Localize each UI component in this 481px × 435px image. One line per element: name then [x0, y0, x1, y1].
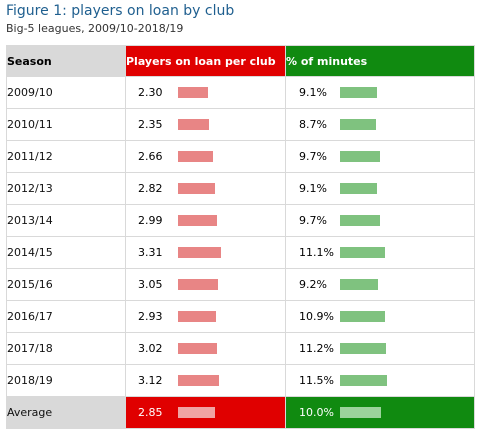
minutes-cell: 9.2%	[285, 268, 475, 301]
table-row: 2009/10 2.30 9.1%	[6, 76, 475, 109]
season-cell: 2010/11	[6, 108, 126, 141]
minutes-cell: 10.0%	[285, 396, 475, 429]
minutes-bar	[340, 343, 386, 354]
loan-cell: 3.02	[125, 332, 286, 365]
minutes-bar	[340, 407, 381, 418]
season-cell: 2014/15	[6, 236, 126, 269]
minutes-value: 11.1%	[299, 246, 334, 259]
minutes-value: 9.1%	[299, 182, 327, 195]
minutes-cell: 11.1%	[285, 236, 475, 269]
loan-cell: 2.99	[125, 204, 286, 237]
minutes-value: 10.0%	[299, 406, 334, 419]
loan-value: 2.30	[138, 86, 163, 99]
season-cell: 2011/12	[6, 140, 126, 173]
header-season: Season	[6, 45, 126, 77]
minutes-bar	[340, 279, 378, 290]
loan-bar	[178, 119, 209, 130]
minutes-cell: 9.1%	[285, 76, 475, 109]
loan-bar	[178, 375, 219, 386]
minutes-value: 9.2%	[299, 278, 327, 291]
header-row: Season Players on loan per club % of min…	[6, 45, 475, 77]
minutes-value: 11.5%	[299, 374, 334, 387]
loan-value: 3.31	[138, 246, 163, 259]
minutes-bar	[340, 311, 385, 322]
season-cell: 2018/19	[6, 364, 126, 397]
loan-value: 2.35	[138, 118, 163, 131]
loan-cell: 2.82	[125, 172, 286, 205]
minutes-value: 9.7%	[299, 214, 327, 227]
table-row: 2018/19 3.12 11.5%	[6, 364, 475, 397]
loan-bar	[178, 343, 217, 354]
season-cell: 2017/18	[6, 332, 126, 365]
table-row: 2014/15 3.31 11.1%	[6, 236, 475, 269]
minutes-value: 9.1%	[299, 86, 327, 99]
table-row: 2016/17 2.93 10.9%	[6, 300, 475, 333]
minutes-bar	[340, 375, 387, 386]
loan-bar	[178, 407, 215, 418]
table-row: 2013/14 2.99 9.7%	[6, 204, 475, 237]
loan-cell: 2.93	[125, 300, 286, 333]
table-row: 2015/16 3.05 9.2%	[6, 268, 475, 301]
loan-cell: 2.30	[125, 76, 286, 109]
loan-value: 2.99	[138, 214, 163, 227]
chart-title: Figure 1: players on loan by club	[6, 3, 235, 19]
loan-bar	[178, 183, 215, 194]
season-cell: 2012/13	[6, 172, 126, 205]
loan-bar	[178, 247, 221, 258]
loan-value: 2.93	[138, 310, 163, 323]
loan-table: Season Players on loan per club % of min…	[6, 45, 475, 429]
season-cell: 2009/10	[6, 76, 126, 109]
minutes-cell: 11.5%	[285, 364, 475, 397]
loan-cell: 3.12	[125, 364, 286, 397]
loan-bar	[178, 151, 213, 162]
loan-value: 3.05	[138, 278, 163, 291]
loan-cell: 3.31	[125, 236, 286, 269]
minutes-cell: 9.1%	[285, 172, 475, 205]
table-row: 2011/12 2.66 9.7%	[6, 140, 475, 173]
loan-value: 3.12	[138, 374, 163, 387]
average-row: Average 2.85 10.0%	[6, 396, 475, 429]
minutes-cell: 9.7%	[285, 204, 475, 237]
season-cell: 2016/17	[6, 300, 126, 333]
minutes-cell: 8.7%	[285, 108, 475, 141]
table-row: 2017/18 3.02 11.2%	[6, 332, 475, 365]
loan-value: 2.82	[138, 182, 163, 195]
loan-bar	[178, 279, 218, 290]
season-cell: 2013/14	[6, 204, 126, 237]
loan-bar	[178, 311, 216, 322]
season-cell: 2015/16	[6, 268, 126, 301]
minutes-cell: 9.7%	[285, 140, 475, 173]
header-percent-minutes: % of minutes	[285, 45, 475, 77]
minutes-value: 8.7%	[299, 118, 327, 131]
minutes-bar	[340, 183, 377, 194]
loan-cell: 2.85	[125, 396, 286, 429]
loan-cell: 2.35	[125, 108, 286, 141]
header-players-on-loan: Players on loan per club	[125, 45, 286, 77]
loan-value: 2.66	[138, 150, 163, 163]
minutes-value: 11.2%	[299, 342, 334, 355]
minutes-bar	[340, 215, 380, 226]
minutes-cell: 10.9%	[285, 300, 475, 333]
loan-value: 2.85	[138, 406, 163, 419]
loan-value: 3.02	[138, 342, 163, 355]
loan-bar	[178, 87, 208, 98]
loan-bar	[178, 215, 217, 226]
minutes-bar	[340, 151, 380, 162]
loan-cell: 3.05	[125, 268, 286, 301]
minutes-bar	[340, 247, 385, 258]
minutes-value: 9.7%	[299, 150, 327, 163]
table-row: 2012/13 2.82 9.1%	[6, 172, 475, 205]
minutes-cell: 11.2%	[285, 332, 475, 365]
minutes-bar	[340, 87, 377, 98]
minutes-value: 10.9%	[299, 310, 334, 323]
loan-cell: 2.66	[125, 140, 286, 173]
season-cell: Average	[6, 396, 126, 429]
table-row: 2010/11 2.35 8.7%	[6, 108, 475, 141]
minutes-bar	[340, 119, 376, 130]
chart-subtitle: Big-5 leagues, 2009/10-2018/19	[6, 22, 184, 35]
